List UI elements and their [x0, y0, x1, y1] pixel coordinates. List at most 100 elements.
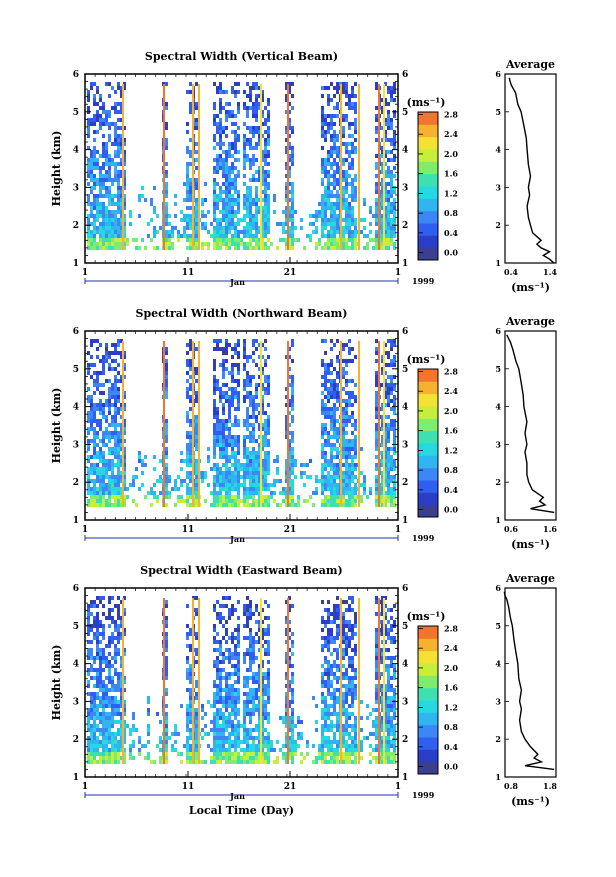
heatmap-cell	[213, 463, 216, 467]
heatmap-cell	[237, 339, 240, 343]
heatmap-cell	[372, 246, 375, 250]
heatmap-cell	[375, 495, 378, 499]
heatmap-cell	[297, 499, 300, 503]
heatmap-cell	[252, 178, 255, 182]
heatmap-cell	[186, 720, 189, 724]
heatmap-cell	[93, 130, 96, 134]
heatmap-cell	[186, 246, 189, 250]
heatmap-cell	[87, 632, 90, 636]
heatmap-cell	[216, 716, 219, 720]
heatmap-cell	[315, 479, 318, 483]
heatmap-cell	[180, 760, 183, 764]
heatmap-cell	[123, 752, 126, 756]
heatmap-cell	[387, 423, 390, 427]
heatmap-cell	[93, 676, 96, 680]
heatmap-cell	[291, 158, 294, 162]
heatmap-cell	[324, 407, 327, 411]
heatmap-cell	[189, 150, 192, 154]
heatmap-cell	[93, 146, 96, 150]
heatmap-cell	[390, 419, 393, 423]
heatmap-cell	[285, 210, 288, 214]
heatmap-cell	[237, 736, 240, 740]
heatmap-cell	[195, 415, 198, 419]
heatmap-cell	[195, 439, 198, 443]
heatmap-cell	[108, 720, 111, 724]
heatmap-cell	[177, 487, 180, 491]
heatmap-cell	[165, 744, 168, 748]
heatmap-cell	[231, 471, 234, 475]
heatmap-cell	[351, 391, 354, 395]
heatmap-cell	[393, 447, 396, 451]
heatmap-cell	[108, 716, 111, 720]
heatmap-cell	[264, 459, 267, 463]
heatmap-cell	[327, 371, 330, 375]
heatmap-cell	[114, 166, 117, 170]
heatmap-cell	[363, 202, 366, 206]
heatmap-cell	[252, 226, 255, 230]
heatmap-cell	[213, 122, 216, 126]
heatmap-cell	[210, 756, 213, 760]
heatmap-cell	[213, 367, 216, 371]
heatmap-cell	[102, 487, 105, 491]
heatmap-cell	[93, 154, 96, 158]
heatmap-cell	[195, 202, 198, 206]
x-tick-label: 1	[395, 525, 401, 535]
heatmap-cell	[96, 503, 99, 507]
heatmap-cell	[165, 692, 168, 696]
heatmap-cell	[321, 463, 324, 467]
heatmap-cell	[108, 242, 111, 246]
heatmap-cell	[90, 648, 93, 652]
heatmap-cell	[96, 624, 99, 628]
heatmap-cell	[216, 632, 219, 636]
colorbar-bin	[418, 393, 438, 407]
heatmap-cell	[165, 732, 168, 736]
heatmap-cell	[108, 82, 111, 86]
y-tick-label: 2	[73, 221, 79, 231]
heatmap-cell	[333, 483, 336, 487]
heatmap-cell	[354, 419, 357, 423]
heatmap-cell	[156, 479, 159, 483]
heatmap-cell	[216, 756, 219, 760]
heatmap-cell	[114, 214, 117, 218]
heatmap-cell	[159, 736, 162, 740]
heatmap-cell	[249, 487, 252, 491]
heatmap-cell	[264, 222, 267, 226]
heatmap-cell	[261, 411, 264, 415]
heatmap-cell	[102, 122, 105, 126]
heatmap-cell	[165, 467, 168, 471]
heatmap-cell	[321, 206, 324, 210]
heatmap-cell	[291, 399, 294, 403]
heatmap-cell	[90, 612, 93, 616]
heatmap-cell	[252, 339, 255, 343]
heatmap-cell	[237, 668, 240, 672]
heatmap-cell	[93, 174, 96, 178]
heatmap-cell	[342, 82, 345, 86]
heatmap-cell	[120, 170, 123, 174]
heatmap-cell	[219, 222, 222, 226]
heatmap-cell	[87, 455, 90, 459]
heatmap-cell	[291, 190, 294, 194]
heatmap-cell	[201, 202, 204, 206]
heatmap-cell	[123, 222, 126, 226]
heatmap-cell	[102, 222, 105, 226]
heatmap-cell	[93, 162, 96, 166]
heatmap-cell	[324, 122, 327, 126]
heatmap-cell	[393, 198, 396, 202]
heatmap-cell	[249, 138, 252, 142]
heatmap-cell	[249, 463, 252, 467]
heatmap-cell	[189, 162, 192, 166]
heatmap-cell	[225, 214, 228, 218]
heatmap-cell	[90, 760, 93, 764]
heatmap-cell	[363, 479, 366, 483]
heatmap-cell	[231, 367, 234, 371]
heatmap-cell	[99, 680, 102, 684]
heatmap-cell	[342, 431, 345, 435]
heatmap-cell	[114, 423, 117, 427]
heatmap-cell	[123, 676, 126, 680]
heatmap-cell	[117, 712, 120, 716]
heatmap-cell	[291, 106, 294, 110]
heatmap-cell	[381, 226, 384, 230]
heatmap-cell	[225, 596, 228, 600]
heatmap-cell	[228, 648, 231, 652]
heatmap-cell	[186, 190, 189, 194]
